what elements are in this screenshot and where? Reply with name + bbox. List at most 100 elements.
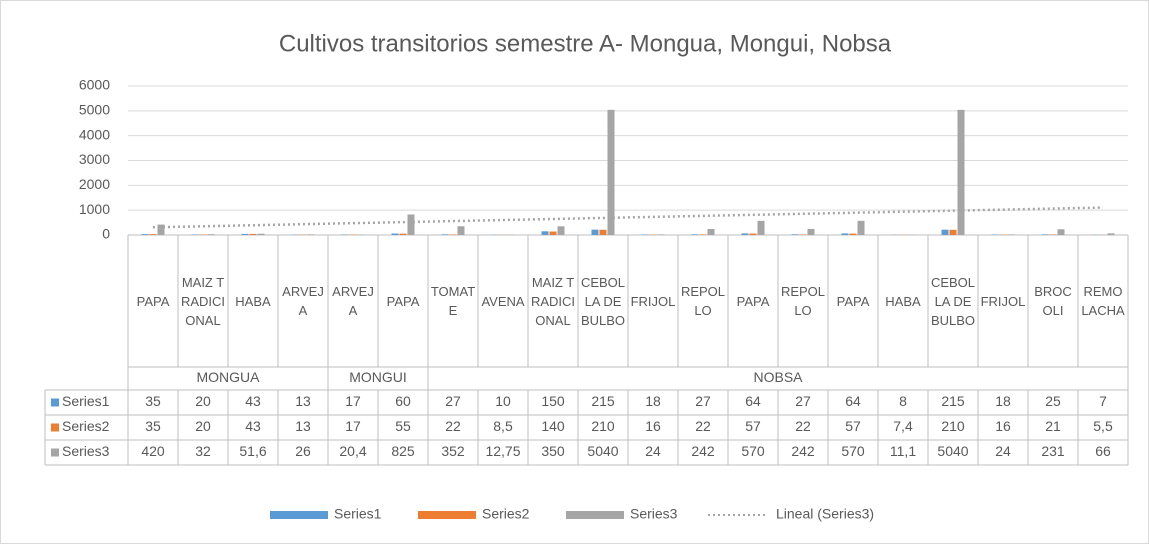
bar [358, 234, 365, 235]
table-value: 825 [391, 443, 415, 459]
bar [858, 221, 865, 235]
table-value: 5040 [587, 443, 618, 459]
table-value: 242 [691, 443, 715, 459]
table-value: 17 [345, 418, 361, 434]
bar [792, 234, 799, 235]
bar [1050, 234, 1057, 235]
x-tick-label-box: FRIJOL [628, 235, 678, 367]
bar [592, 230, 599, 235]
bar [308, 234, 315, 235]
bar [450, 234, 457, 235]
x-tick-label: PAPA [378, 235, 428, 367]
table-value: 43 [245, 418, 261, 434]
table-value: 32 [195, 443, 211, 459]
bar [1042, 234, 1049, 235]
bar [942, 230, 949, 235]
table-value: 150 [541, 393, 565, 409]
bar [608, 110, 615, 235]
table-value: 210 [591, 418, 615, 434]
x-tick-label: PAPA [728, 235, 778, 367]
table-value: 215 [941, 393, 965, 409]
group-label: MONGUI [349, 369, 407, 385]
bar [800, 234, 807, 235]
x-tick-label-box: TOMATE [428, 235, 478, 367]
table-value: 570 [841, 443, 865, 459]
x-tick-label-box: PAPA [828, 235, 878, 367]
bar [550, 232, 557, 235]
table-value: 231 [1041, 443, 1065, 459]
x-tick-label: MAIZ TRADICIONAL [178, 235, 228, 367]
table-value: 22 [795, 418, 811, 434]
table-value: 35 [145, 393, 161, 409]
bar [1008, 234, 1015, 235]
table-value: 140 [541, 418, 565, 434]
x-tick-label: PAPA [828, 235, 878, 367]
x-tick-label: REMOLACHA [1078, 235, 1128, 367]
bar [700, 234, 707, 235]
bar [400, 234, 407, 235]
x-tick-label: REPOLLO [778, 235, 828, 367]
x-tick-label-box: FRIJOL [978, 235, 1028, 367]
group-label: MONGUA [197, 369, 261, 385]
table-value: 570 [741, 443, 765, 459]
x-tick-label-box: MAIZ TRADICIONAL [178, 235, 228, 367]
table-value: 16 [645, 418, 661, 434]
legend-swatch [270, 511, 328, 519]
x-tick-label-box: ARVEJA [278, 235, 328, 367]
y-tick-label: 6000 [79, 77, 110, 93]
x-tick-label: MAIZ TRADICIONAL [528, 235, 578, 367]
table-value: 20,4 [339, 443, 366, 459]
y-tick-label: 1000 [79, 201, 110, 217]
bar [258, 234, 265, 235]
bar [150, 234, 157, 235]
table-value: 210 [941, 418, 965, 434]
table-value: 16 [995, 418, 1011, 434]
legend-swatch [566, 511, 624, 519]
bar [842, 233, 849, 235]
table-value: 57 [845, 418, 861, 434]
x-tick-label: AVENA [478, 235, 528, 367]
bar [542, 231, 549, 235]
table-value: 242 [791, 443, 815, 459]
x-tick-label: FRIJOL [978, 235, 1028, 367]
x-tick-label: PAPA [128, 235, 178, 367]
x-tick-label-box: MAIZ TRADICIONAL [528, 235, 578, 367]
bar [408, 215, 415, 235]
bar [1058, 229, 1065, 235]
table-value: 5040 [937, 443, 968, 459]
y-tick-label: 0 [102, 226, 110, 242]
table-value: 64 [845, 393, 861, 409]
group-label: NOBSA [753, 369, 803, 385]
table-value: 26 [295, 443, 311, 459]
table-value: 18 [995, 393, 1011, 409]
bar [692, 234, 699, 235]
table-value: 27 [695, 393, 711, 409]
table-value: 66 [1095, 443, 1111, 459]
x-tick-label: TOMATE [428, 235, 478, 367]
bar [208, 234, 215, 235]
table-value: 10 [495, 393, 511, 409]
x-tick-label-box: HABA [228, 235, 278, 367]
table-value: 352 [441, 443, 465, 459]
table-value: 35 [145, 418, 161, 434]
bar [458, 226, 465, 235]
y-tick-label: 3000 [79, 151, 110, 167]
bar [958, 110, 965, 235]
x-tick-label-box: PAPA [728, 235, 778, 367]
x-tick-label-box: AVENA [478, 235, 528, 367]
legend-swatch [418, 511, 476, 519]
table-value: 8,5 [493, 418, 513, 434]
table-value: 60 [395, 393, 411, 409]
table-value: 64 [745, 393, 761, 409]
x-tick-label: HABA [878, 235, 928, 367]
table-value: 22 [445, 418, 461, 434]
x-tick-label: ARVEJA [328, 235, 378, 367]
table-value: 350 [541, 443, 565, 459]
table-value: 20 [195, 393, 211, 409]
table-value: 5,5 [1093, 418, 1113, 434]
legend-key [51, 424, 59, 432]
x-tick-label: CEBOLLA DE BULBO [578, 235, 628, 367]
bar [750, 234, 757, 235]
table-value: 20 [195, 418, 211, 434]
bar [850, 234, 857, 235]
